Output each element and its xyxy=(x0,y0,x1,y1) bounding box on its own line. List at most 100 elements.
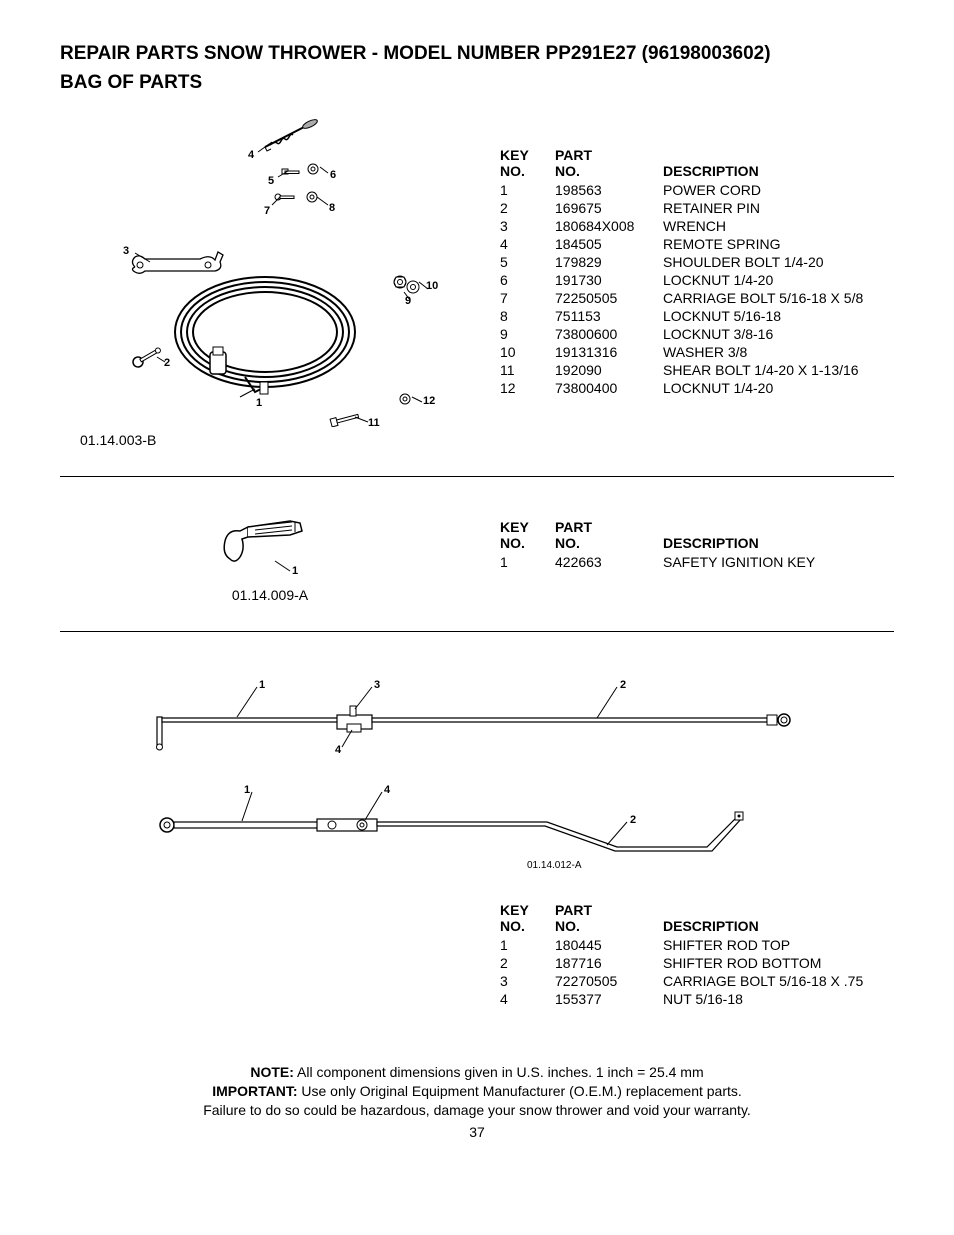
cell-desc: NUT 5/16-18 xyxy=(663,990,881,1008)
diagram-3-id: 01.14.012-A xyxy=(527,860,582,871)
footer-note: NOTE: All component dimensions given in … xyxy=(60,1063,894,1120)
callout-s3b-1: 1 xyxy=(244,784,250,796)
callout-s3t-3: 3 xyxy=(374,679,380,691)
th-key: KEYNO. xyxy=(500,147,555,181)
cell-part: 184505 xyxy=(555,235,663,253)
cell-key: 1 xyxy=(500,936,555,954)
table-row: 5179829SHOULDER BOLT 1/4-20 xyxy=(500,253,881,271)
cell-desc: LOCKNUT 1/4-20 xyxy=(663,379,881,397)
cell-part: 751153 xyxy=(555,307,663,325)
cell-key: 5 xyxy=(500,253,555,271)
cell-part: 180445 xyxy=(555,936,663,954)
callout-5: 5 xyxy=(268,175,274,187)
table-row: 2169675RETAINER PIN xyxy=(500,199,881,217)
table-row: 372270505CARRIAGE BOLT 5/16-18 X .75 xyxy=(500,972,881,990)
cell-key: 6 xyxy=(500,271,555,289)
cell-part: 198563 xyxy=(555,181,663,199)
callout-3: 3 xyxy=(123,245,129,257)
cell-key: 4 xyxy=(500,235,555,253)
section-bag-of-parts: 4 5 6 7 8 3 9 10 2 1 11 12 01.14.003-B K… xyxy=(60,117,894,448)
table-row: 6191730LOCKNUT 1/4-20 xyxy=(500,271,881,289)
cell-key: 9 xyxy=(500,325,555,343)
divider-2 xyxy=(60,631,894,632)
diagram-3: 1 3 2 4 1 4 2 01.14.012-A xyxy=(147,662,807,867)
diagram-2: 1 xyxy=(215,509,325,584)
parts-table-3: KEYNO. PARTNO. DESCRIPTION 1180445SHIFTE… xyxy=(500,902,881,1008)
callout-6: 6 xyxy=(330,169,336,181)
cell-desc: CARRIAGE BOLT 5/16-18 X 5/8 xyxy=(663,289,881,307)
cell-desc: CARRIAGE BOLT 5/16-18 X .75 xyxy=(663,972,881,990)
diagram-2-svg xyxy=(215,509,325,584)
cell-key: 11 xyxy=(500,361,555,379)
callout-s3b-2: 2 xyxy=(630,814,636,826)
warning-text: Failure to do so could be hazardous, dam… xyxy=(203,1102,751,1118)
table-2-container: KEYNO. PARTNO. DESCRIPTION 1422663SAFETY… xyxy=(480,499,894,571)
cell-desc: SAFETY IGNITION KEY xyxy=(663,553,833,571)
cell-desc: SHIFTER ROD TOP xyxy=(663,936,881,954)
cell-part: 73800400 xyxy=(555,379,663,397)
note-text: All component dimensions given in U.S. i… xyxy=(294,1064,704,1080)
table-row: 1273800400LOCKNUT 1/4-20 xyxy=(500,379,881,397)
table-row: 8751153LOCKNUT 5/16-18 xyxy=(500,307,881,325)
callout-s3t-2: 2 xyxy=(620,679,626,691)
th-desc: DESCRIPTION xyxy=(663,147,881,181)
table-row: 772250505CARRIAGE BOLT 5/16-18 X 5/8 xyxy=(500,289,881,307)
cell-part: 73800600 xyxy=(555,325,663,343)
callout-1: 1 xyxy=(256,397,262,409)
callout-s2-1: 1 xyxy=(292,565,298,577)
cell-desc: SHIFTER ROD BOTTOM xyxy=(663,954,881,972)
page-number: 37 xyxy=(60,1124,894,1140)
note-label: NOTE: xyxy=(250,1064,294,1080)
cell-part: 179829 xyxy=(555,253,663,271)
callout-4: 4 xyxy=(248,149,254,161)
th-part: PARTNO. xyxy=(555,147,663,181)
diagram-3-svg xyxy=(147,662,807,862)
cell-part: 72250505 xyxy=(555,289,663,307)
cell-part: 155377 xyxy=(555,990,663,1008)
cell-part: 72270505 xyxy=(555,972,663,990)
cell-desc: LOCKNUT 1/4-20 xyxy=(663,271,881,289)
th-key-2: KEYNO. xyxy=(500,519,555,553)
th-part-2: PARTNO. xyxy=(555,519,663,553)
cell-key: 4 xyxy=(500,990,555,1008)
important-text: Use only Original Equipment Manufacturer… xyxy=(298,1083,742,1099)
table-row: 11192090SHEAR BOLT 1/4-20 X 1-13/16 xyxy=(500,361,881,379)
cell-desc: RETAINER PIN xyxy=(663,199,881,217)
cell-desc: POWER CORD xyxy=(663,181,881,199)
cell-key: 2 xyxy=(500,954,555,972)
table-row: 2187716SHIFTER ROD BOTTOM xyxy=(500,954,881,972)
cell-desc: SHOULDER BOLT 1/4-20 xyxy=(663,253,881,271)
diagram-2-container: 1 01.14.009-A xyxy=(60,499,480,603)
callout-9: 9 xyxy=(405,295,411,307)
cell-part: 192090 xyxy=(555,361,663,379)
callout-7: 7 xyxy=(264,205,270,217)
cell-key: 7 xyxy=(500,289,555,307)
callout-10: 10 xyxy=(426,280,438,292)
table-row: 1422663SAFETY IGNITION KEY xyxy=(500,553,833,571)
title-line-1: REPAIR PARTS SNOW THROWER - MODEL NUMBER… xyxy=(60,43,771,64)
cell-part: 19131316 xyxy=(555,343,663,361)
cell-key: 1 xyxy=(500,181,555,199)
cell-part: 187716 xyxy=(555,954,663,972)
table-row: 3180684X008WRENCH xyxy=(500,217,881,235)
callout-11: 11 xyxy=(368,417,380,429)
callout-s3t-4: 4 xyxy=(335,744,341,756)
callout-8: 8 xyxy=(329,202,335,214)
cell-part: 422663 xyxy=(555,553,663,571)
table-row: 1180445SHIFTER ROD TOP xyxy=(500,936,881,954)
parts-table-1: KEYNO. PARTNO. DESCRIPTION 1198563POWER … xyxy=(500,147,881,397)
cell-desc: WASHER 3/8 xyxy=(663,343,881,361)
callout-12: 12 xyxy=(423,395,435,407)
section-ignition-key: 1 01.14.009-A KEYNO. PARTNO. DESCRIPTION… xyxy=(60,499,894,603)
table-row: 973800600LOCKNUT 3/8-16 xyxy=(500,325,881,343)
cell-key: 8 xyxy=(500,307,555,325)
cell-desc: REMOTE SPRING xyxy=(663,235,881,253)
cell-key: 3 xyxy=(500,217,555,235)
diagram-1-id: 01.14.003-B xyxy=(80,432,480,448)
divider-1 xyxy=(60,476,894,477)
diagram-1-container: 4 5 6 7 8 3 9 10 2 1 11 12 01.14.003-B xyxy=(60,117,480,448)
diagram-2-id: 01.14.009-A xyxy=(210,587,330,603)
cell-part: 169675 xyxy=(555,199,663,217)
parts-table-2: KEYNO. PARTNO. DESCRIPTION 1422663SAFETY… xyxy=(500,519,833,571)
cell-desc: SHEAR BOLT 1/4-20 X 1-13/16 xyxy=(663,361,881,379)
